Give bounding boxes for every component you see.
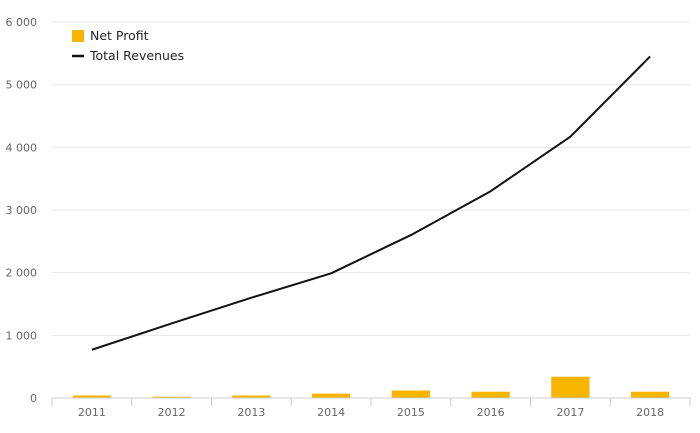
net-profit-bar[interactable] bbox=[630, 391, 670, 398]
net-profit-bar[interactable] bbox=[72, 395, 112, 398]
total-revenues-line[interactable] bbox=[91, 55, 651, 351]
total-revenues-point[interactable] bbox=[566, 133, 574, 141]
total-revenues-point[interactable] bbox=[327, 269, 335, 277]
y-tick-label: 3 000 bbox=[6, 204, 38, 217]
y-tick-label: 0 bbox=[30, 392, 37, 405]
x-tick-label: 2016 bbox=[477, 406, 505, 419]
total-revenues-point[interactable] bbox=[646, 52, 654, 60]
net-profit-bar[interactable] bbox=[311, 393, 351, 398]
x-tick-label: 2015 bbox=[397, 406, 425, 419]
x-tick-label: 2014 bbox=[317, 406, 345, 419]
legend-label-total-revenues[interactable]: Total Revenues bbox=[89, 48, 184, 63]
legend[interactable]: Net Profit Total Revenues bbox=[72, 28, 184, 63]
y-tick-label: 1 000 bbox=[6, 329, 38, 342]
y-tick-label: 5 000 bbox=[6, 79, 38, 92]
x-tick-label: 2018 bbox=[636, 406, 664, 419]
total-revenues-point[interactable] bbox=[407, 231, 415, 239]
total-revenues-point[interactable] bbox=[247, 294, 255, 302]
total-revenues-line-group bbox=[88, 52, 654, 354]
y-tick-label: 4 000 bbox=[6, 141, 38, 154]
net-profit-bar[interactable] bbox=[471, 391, 510, 398]
legend-label-net-profit[interactable]: Net Profit bbox=[90, 28, 149, 43]
net-profit-bar[interactable] bbox=[551, 376, 590, 398]
gridlines bbox=[52, 21, 690, 336]
total-revenues-point[interactable] bbox=[487, 187, 495, 195]
x-tick-label: 2013 bbox=[237, 406, 265, 419]
y-tick-label: 2 000 bbox=[6, 267, 38, 280]
net-profit-bars bbox=[72, 376, 670, 398]
legend-swatch-net-profit bbox=[72, 30, 84, 42]
x-tick-label: 2011 bbox=[78, 406, 106, 419]
x-tick-label: 2012 bbox=[158, 406, 186, 419]
x-tick-label: 2017 bbox=[556, 406, 584, 419]
net-profit-bar[interactable] bbox=[152, 396, 191, 398]
net-profit-bar[interactable] bbox=[391, 390, 431, 398]
total-revenues-point[interactable] bbox=[88, 346, 96, 354]
y-tick-label: 6 000 bbox=[6, 16, 38, 29]
axes: 0 1 000 2 000 3 000 4 000 5 000 6 000 2011 2012 2… bbox=[6, 16, 691, 419]
net-profit-bar[interactable] bbox=[232, 395, 271, 398]
total-revenues-point[interactable] bbox=[168, 319, 176, 327]
